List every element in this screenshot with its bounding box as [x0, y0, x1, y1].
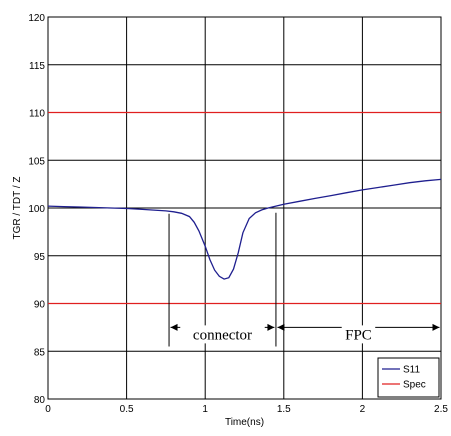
legend: S11 Spec	[377, 357, 440, 398]
y-axis-label: TGR / TDT / Z	[12, 177, 23, 240]
legend-label-spec: Spec	[403, 380, 426, 391]
legend-box	[377, 357, 440, 398]
x-tick-label: 0.5	[120, 404, 134, 415]
y-tick-label: 110	[29, 109, 45, 120]
x-axis-label: Time(ns)	[225, 417, 264, 428]
x-tick-label: 0	[45, 404, 51, 415]
y-tick-labels: 80 85 90 95 100 105 110 115 120	[28, 13, 45, 406]
y-tick-label: 105	[28, 156, 45, 167]
x-tick-label: 1	[202, 404, 208, 415]
series-lines	[47, 111, 442, 305]
y-tick-label: 100	[28, 204, 45, 215]
y-tick-label: 80	[34, 395, 46, 406]
fpc-arrow-left-head	[277, 323, 285, 331]
y-tick-label: 115	[29, 61, 45, 72]
y-tick-label: 95	[34, 252, 46, 263]
fpc-arrow-right-head	[432, 323, 440, 331]
y-tick-label: 85	[34, 347, 46, 358]
y-tick-label: 120	[28, 13, 45, 24]
x-tick-label: 1.5	[277, 404, 291, 415]
fpc-label-background	[341, 325, 376, 344]
x-tick-labels: 0 0.5 1 1.5 2 2.5	[45, 404, 448, 415]
annotations: connector FPC	[168, 212, 440, 347]
connector-label-background	[180, 325, 265, 344]
y-tick-label: 90	[34, 300, 46, 311]
connector-arrow-left-head	[170, 323, 178, 331]
connector-arrow-right-head	[267, 323, 275, 331]
legend-label-s11: S11	[403, 365, 420, 376]
x-tick-label: 2.5	[434, 404, 448, 415]
x-tick-label: 2	[360, 404, 366, 415]
fpc-label: FPC	[345, 327, 372, 343]
connector-label: connector	[193, 327, 252, 343]
series-line-s11	[47, 178, 442, 280]
